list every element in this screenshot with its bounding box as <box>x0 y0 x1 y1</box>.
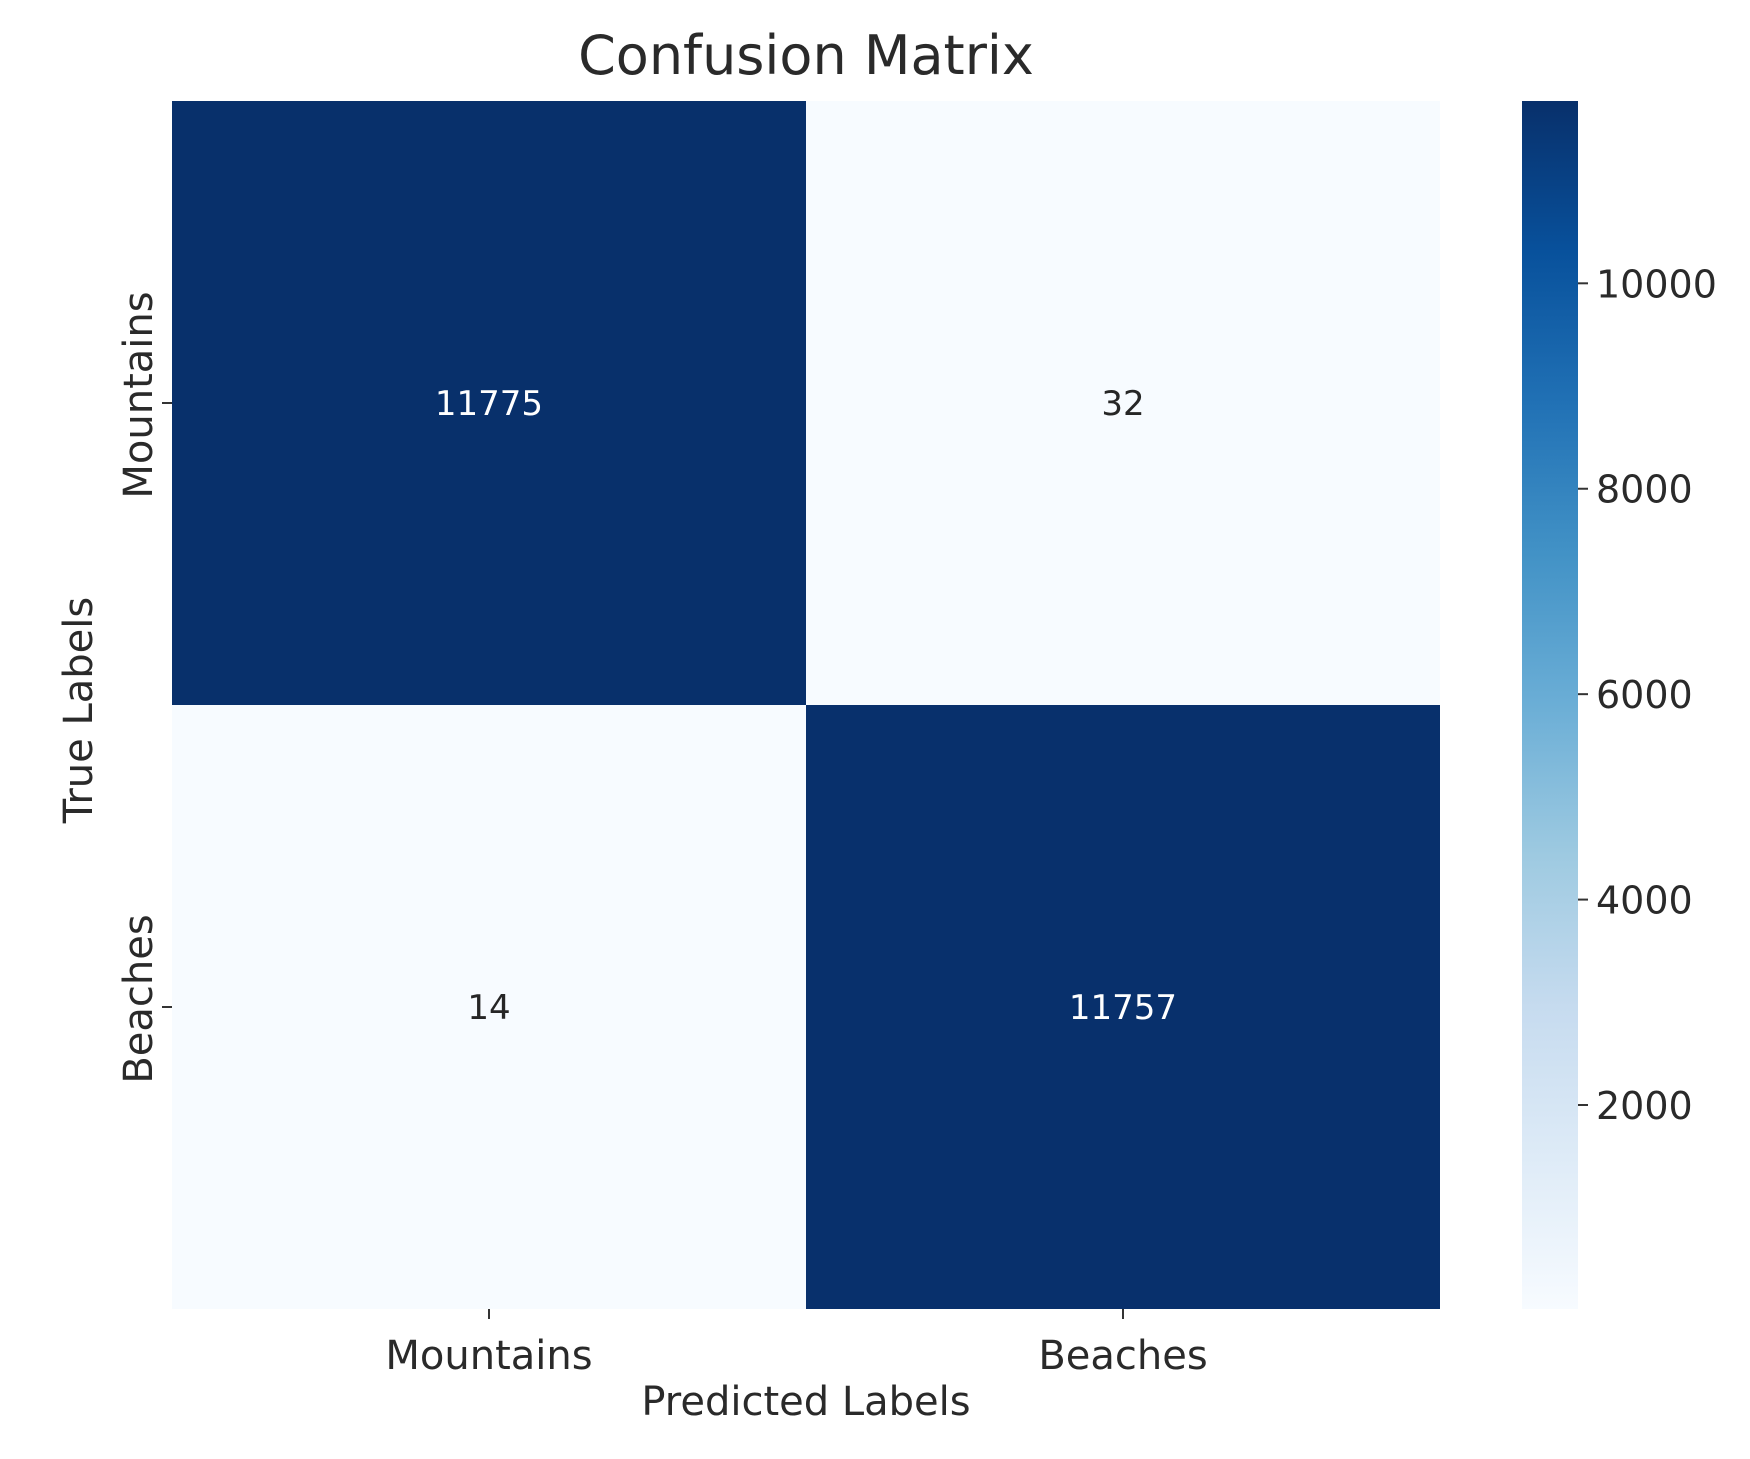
heatmap-cell <box>806 705 1440 1309</box>
x-tick-label: Mountains <box>385 1333 592 1379</box>
colorbar-tick-label: 4000 <box>1596 879 1693 923</box>
colorbar-tick-label: 10000 <box>1596 262 1717 306</box>
colorbar <box>1522 101 1578 1309</box>
x-axis-label: Predicted Labels <box>641 1379 970 1425</box>
cell-value-label: 11757 <box>1069 988 1177 1028</box>
colorbar-ticks: 2000 4000 6000 8000 10000 <box>1578 262 1717 1128</box>
heatmap-cell <box>806 101 1440 705</box>
colorbar-tick-label: 8000 <box>1596 468 1693 512</box>
y-tick-label: Mountains <box>116 291 162 498</box>
heatmap-cell-labels: 11775 32 14 11757 <box>435 384 1177 1028</box>
y-axis-ticks: Mountains Beaches <box>116 291 172 1084</box>
colorbar-tick-label: 6000 <box>1596 673 1693 717</box>
cell-value-label: 14 <box>467 988 510 1028</box>
heatmap-cell <box>172 705 806 1309</box>
x-axis-ticks: Mountains Beaches <box>385 1309 1208 1379</box>
colorbar-tick-label: 2000 <box>1596 1084 1693 1128</box>
x-tick-label: Beaches <box>1038 1333 1207 1379</box>
heatmap-cells <box>172 101 1440 1309</box>
cell-value-label: 11775 <box>435 384 543 424</box>
heatmap-cell <box>172 101 806 705</box>
chart-title: Confusion Matrix <box>578 24 1034 87</box>
y-tick-label: Beaches <box>116 914 162 1083</box>
cell-value-label: 32 <box>1101 384 1144 424</box>
y-axis-label: True Labels <box>56 597 102 824</box>
